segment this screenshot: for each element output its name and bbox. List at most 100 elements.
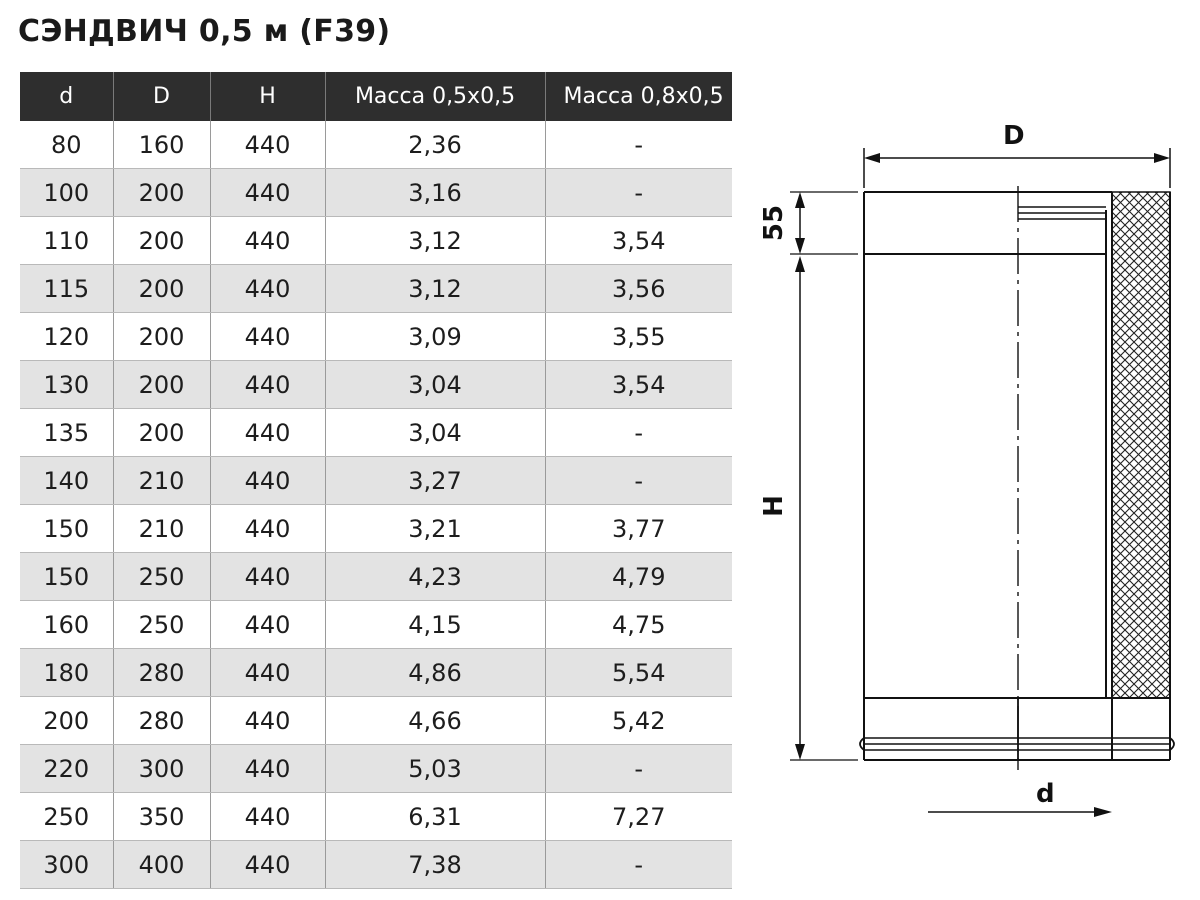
table-row: 100 200 440 3,16- [20,168,732,217]
cell-mass-08: - [544,840,732,889]
table-body: 80 160 440 2,36-100 200 440 3,16-110 200 440 3,12… [20,121,732,889]
inner-diameter-arrow [928,807,1112,817]
cell-mass-08: 3,77 [544,504,732,553]
cell-mass-08: - [544,168,732,217]
cell-mass-05: 3,12 [324,264,545,313]
cell-mass-08: - [544,121,732,169]
cell-outer-d: 280 [112,648,210,697]
cell-mass-05: 3,21 [324,504,545,553]
cell-h: 440 [209,840,325,889]
cell-mass-05: 3,04 [324,360,545,409]
cell-d: 160 [20,600,113,649]
cell-h: 440 [209,216,325,265]
label-socket-length: 55 [759,205,789,241]
label-inner-diameter: d [1036,779,1055,809]
cell-d: 150 [20,504,113,553]
column-header-outer-d: D [112,72,210,121]
cell-h: 440 [209,121,325,169]
table-row: 140 210 440 3,27- [20,456,732,505]
cell-d: 100 [20,168,113,217]
cell-outer-d: 350 [112,792,210,841]
cell-h: 440 [209,600,325,649]
table-row: 150 250 440 4,23 4,79 [20,552,732,601]
cell-outer-d: 300 [112,744,210,793]
table-row: 110 200 440 3,12 3,54 [20,216,732,265]
cell-outer-d: 210 [112,504,210,553]
cell-outer-d: 200 [112,312,210,361]
cell-mass-05: 5,03 [324,744,545,793]
page-title: СЭНДВИЧ 0,5 м (F39) [18,14,391,49]
table-row: 300 400 440 7,38- [20,840,732,889]
cell-outer-d: 210 [112,456,210,505]
cell-d: 135 [20,408,113,457]
cell-h: 440 [209,264,325,313]
table-row: 130 200 440 3,04 3,54 [20,360,732,409]
cell-mass-08: - [544,744,732,793]
cell-d: 130 [20,360,113,409]
cell-d: 250 [20,792,113,841]
cell-d: 220 [20,744,113,793]
table-row: 220 300 440 5,03- [20,744,732,793]
cell-h: 440 [209,696,325,745]
cell-mass-08: - [544,456,732,505]
cell-mass-05: 3,04 [324,408,545,457]
cell-mass-08: 5,54 [544,648,732,697]
cell-outer-d: 250 [112,552,210,601]
dimension-socket [795,192,805,254]
cell-mass-08: 4,79 [544,552,732,601]
cell-mass-08: 3,55 [544,312,732,361]
table-header-row: d D H Масса 0,5х0,5 Масса 0,8х0,5 [20,72,732,121]
cell-mass-08: 5,42 [544,696,732,745]
cell-mass-05: 6,31 [324,792,545,841]
cell-mass-05: 3,12 [324,216,545,265]
cell-outer-d: 200 [112,168,210,217]
cell-h: 440 [209,360,325,409]
dimension-height [795,256,805,760]
table-row: 250 350 440 6,31 7,27 [20,792,732,841]
cell-d: 120 [20,312,113,361]
cell-d: 115 [20,264,113,313]
cell-mass-08: 3,54 [544,216,732,265]
table-row: 150 210 440 3,21 3,77 [20,504,732,553]
pipe-drawing: D 55 H d [759,121,1175,817]
insulation-hatch [1111,191,1171,699]
table-row: 80 160 440 2,36- [20,121,732,169]
cell-outer-d: 200 [112,360,210,409]
pipe-outline [859,191,1175,761]
cell-outer-d: 280 [112,696,210,745]
cell-mass-08: 3,54 [544,360,732,409]
cell-mass-05: 4,15 [324,600,545,649]
cell-h: 440 [209,168,325,217]
column-header-h: H [209,72,325,121]
cell-h: 440 [209,552,325,601]
cell-outer-d: 400 [112,840,210,889]
cell-d: 300 [20,840,113,889]
cell-mass-05: 3,27 [324,456,545,505]
cell-outer-d: 160 [112,121,210,169]
cell-outer-d: 200 [112,216,210,265]
cell-outer-d: 200 [112,264,210,313]
cell-d: 80 [20,121,113,169]
cell-mass-05: 4,86 [324,648,545,697]
column-header-mass-05: Масса 0,5х0,5 [324,72,545,121]
cell-outer-d: 250 [112,600,210,649]
cell-mass-08: 4,75 [544,600,732,649]
specification-table: d D H Масса 0,5х0,5 Масса 0,8х0,5 80 160 4… [20,72,732,889]
cell-h: 440 [209,504,325,553]
label-height: H [759,495,789,517]
table-row: 115 200 440 3,12 3,56 [20,264,732,313]
cell-mass-05: 3,09 [324,312,545,361]
cell-mass-08: - [544,408,732,457]
cell-h: 440 [209,792,325,841]
cell-outer-d: 200 [112,408,210,457]
column-header-mass-08: Масса 0,8х0,5 [544,72,732,121]
cell-mass-05: 7,38 [324,840,545,889]
table-row: 180 280 440 4,86 5,54 [20,648,732,697]
cell-h: 440 [209,744,325,793]
cell-h: 440 [209,408,325,457]
cell-mass-08: 7,27 [544,792,732,841]
table-row: 200 280 440 4,66 5,42 [20,696,732,745]
cell-mass-08: 3,56 [544,264,732,313]
cell-h: 440 [209,648,325,697]
table-row: 120 200 440 3,09 3,55 [20,312,732,361]
